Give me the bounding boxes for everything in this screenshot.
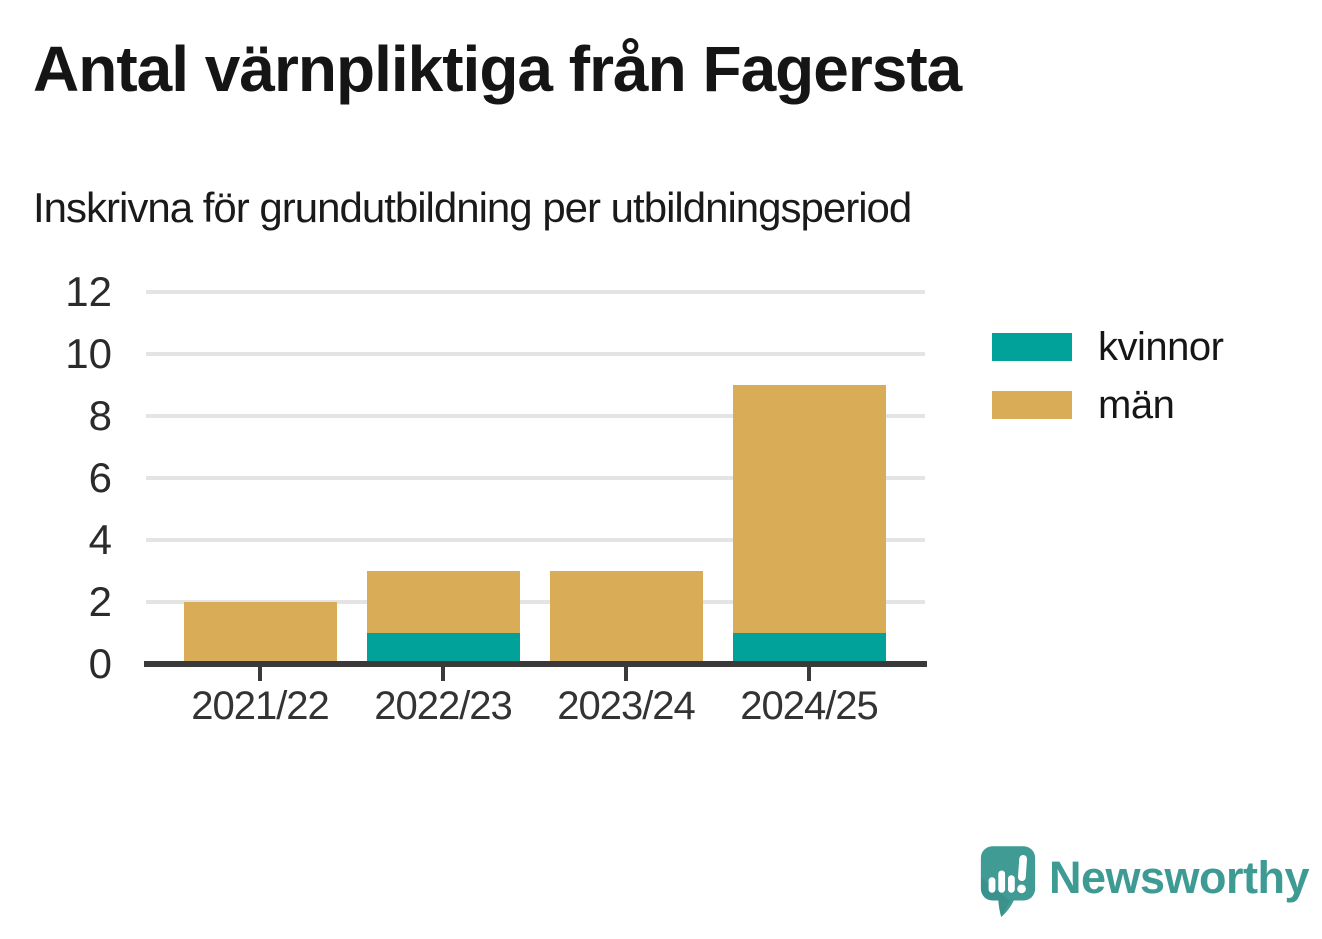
y-axis-tick-label-8: 8 [88,392,112,439]
logo-exclamation-stroke [1017,854,1028,882]
bar-segment-kvinnor-2022/23 [366,633,520,664]
y-axis-tick-label-2: 2 [88,578,112,625]
x-axis-tick-2022/23 [441,667,445,681]
x-axis-tick-label-2021/22: 2021/22 [191,684,330,728]
gridline-y-12 [146,290,925,294]
bar-segment-män-2023/24 [549,571,703,664]
chart-subtitle: Inskrivna för grundutbildning per utbild… [33,184,912,231]
y-axis-tick-label-0: 0 [88,640,112,687]
bar-segment-män-2021/22 [183,602,337,664]
gridline-y-8 [146,414,925,418]
logo-bar-3 [1008,875,1015,893]
gridline-y-10 [146,352,925,356]
y-axis-tick-label-6: 6 [88,454,112,501]
legend-item-man: män [992,382,1223,427]
logo-bar-1 [988,877,996,893]
legend-label-man: män [1098,382,1175,427]
legend: kvinnor män [992,324,1224,427]
gridline-y-6 [146,476,925,480]
newsworthy-logo: Newsworthy [977,844,1310,924]
x-axis-tick-label-2024/25: 2024/25 [740,684,879,728]
legend-swatch-kvinnor [992,333,1072,361]
x-axis-line [144,661,927,667]
x-axis-tick-label-2022/23: 2022/23 [374,684,513,728]
plot-area: 0 2 4 6 8 10 12 2021/22 2022/23 2023/24 2024/25 [65,268,927,728]
y-axis-tick-label-12: 12 [65,268,112,315]
y-axis-tick-label-4: 4 [88,516,112,563]
newsworthy-speech-bubble-icon [980,846,1036,917]
x-axis-tick-2023/24 [624,667,628,681]
x-axis-tick-2024/25 [807,667,811,681]
gridline-y-4 [146,538,925,542]
legend-swatch-man [992,391,1072,419]
logo-bar-2 [998,870,1006,893]
legend-label-kvinnor: kvinnor [1098,324,1224,369]
bar-segment-män-2022/23 [366,571,520,633]
bar-segment-män-2024/25 [732,385,886,633]
y-axis-tick-label-10: 10 [65,330,112,377]
bar-segment-kvinnor-2024/25 [732,633,886,664]
gridline-y-2 [146,600,925,604]
chart-title: Antal värnpliktiga från Fagersta [33,33,962,105]
bubble-shading [980,877,1010,917]
x-axis-tick-label-2023/24: 2023/24 [557,684,696,728]
brand-wordmark: Newsworthy [1049,852,1310,903]
legend-item-kvinnor: kvinnor [992,324,1224,369]
x-axis-tick-2021/22 [258,667,262,681]
logo-exclamation-dot [1017,884,1026,894]
